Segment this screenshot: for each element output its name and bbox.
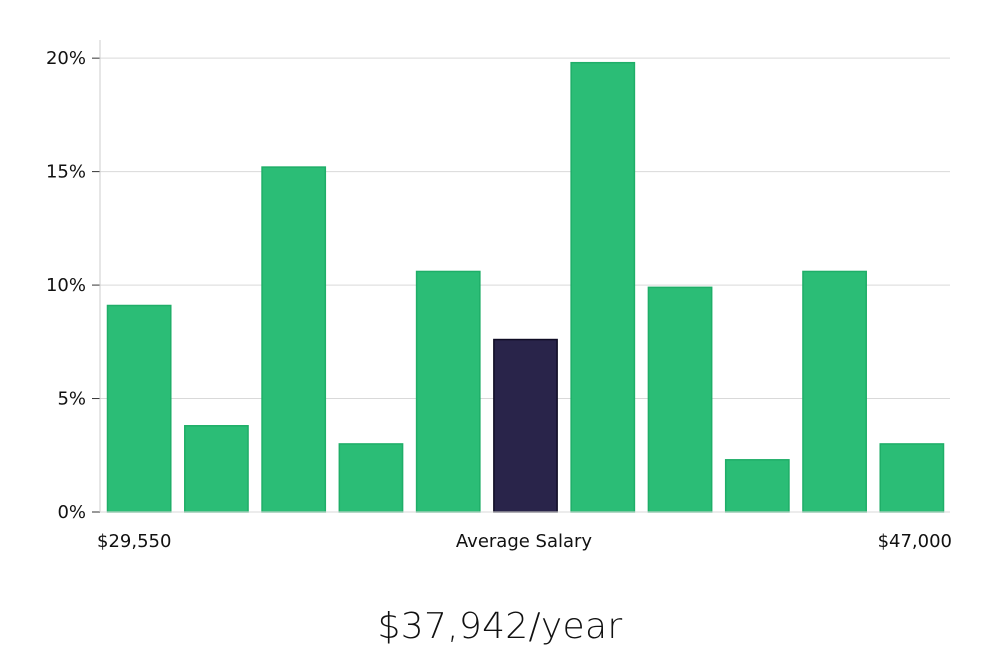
bar — [879, 443, 945, 513]
bar — [724, 459, 790, 513]
y-tick-label: 0% — [57, 502, 86, 523]
bar — [647, 286, 713, 513]
bar — [570, 61, 636, 513]
y-tick-label: 15% — [46, 162, 86, 183]
x-label-center: Average Salary — [456, 531, 593, 552]
x-label-min: $29,550 — [97, 531, 171, 552]
y-tick-label: 5% — [57, 389, 86, 410]
y-tick-label: 20% — [46, 48, 86, 69]
bar — [415, 270, 481, 513]
bar-average-salary — [493, 338, 558, 513]
bar — [184, 425, 249, 513]
x-label-max: $47,000 — [878, 531, 952, 552]
y-tick-label: 10% — [46, 275, 86, 296]
bar — [106, 304, 172, 513]
average-salary-value: $37,942/year — [377, 606, 623, 647]
bar — [261, 166, 327, 513]
y-tick-labels: 0% 5% 10% 15% 20% — [46, 48, 86, 523]
bar — [338, 443, 404, 513]
bar — [802, 270, 867, 513]
x-axis-labels: $29,550 Average Salary $47,000 — [97, 531, 952, 552]
bars — [100, 61, 950, 513]
salary-distribution-chart: 0% 5% 10% 15% 20% $29,550 Average Salary $47… — [46, 40, 952, 552]
